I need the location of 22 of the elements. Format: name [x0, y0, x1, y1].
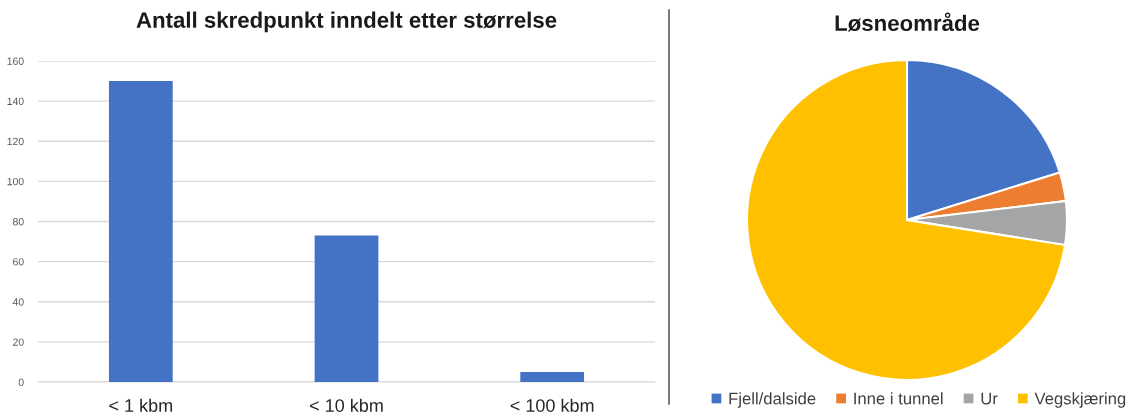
y-tick-label: 40 — [12, 298, 24, 306]
x-tick-label: < 10 kbm — [310, 398, 383, 412]
y-tick-label: 120 — [7, 137, 24, 146]
y-tick-label: 100 — [7, 177, 24, 186]
chart-title: Løsneområde — [835, 12, 980, 32]
y-tick-label: 160 — [7, 57, 24, 65]
legend-label: Ur — [981, 392, 998, 405]
y-tick-label: 20 — [13, 338, 24, 346]
x-tick-label: < 100 kbm — [510, 398, 594, 412]
legend-label: Vegskjæring — [1034, 392, 1126, 408]
chart-title: Antall skredpunkt inndelt etter størrelse — [136, 11, 557, 33]
y-tick-label: 140 — [7, 97, 24, 105]
y-tick-label: 0 — [18, 378, 24, 386]
bar — [108, 81, 173, 382]
y-tick-label: 60 — [13, 258, 24, 266]
y-tick-label: 80 — [12, 218, 24, 226]
pie-slice — [745, 58, 1067, 382]
bar — [314, 235, 379, 382]
legend-label: Inne i tunnel — [854, 392, 943, 405]
legend-label: Fjell/dalside — [729, 392, 816, 408]
bar — [520, 371, 585, 382]
x-tick-label: < 1 kbm — [109, 398, 173, 412]
